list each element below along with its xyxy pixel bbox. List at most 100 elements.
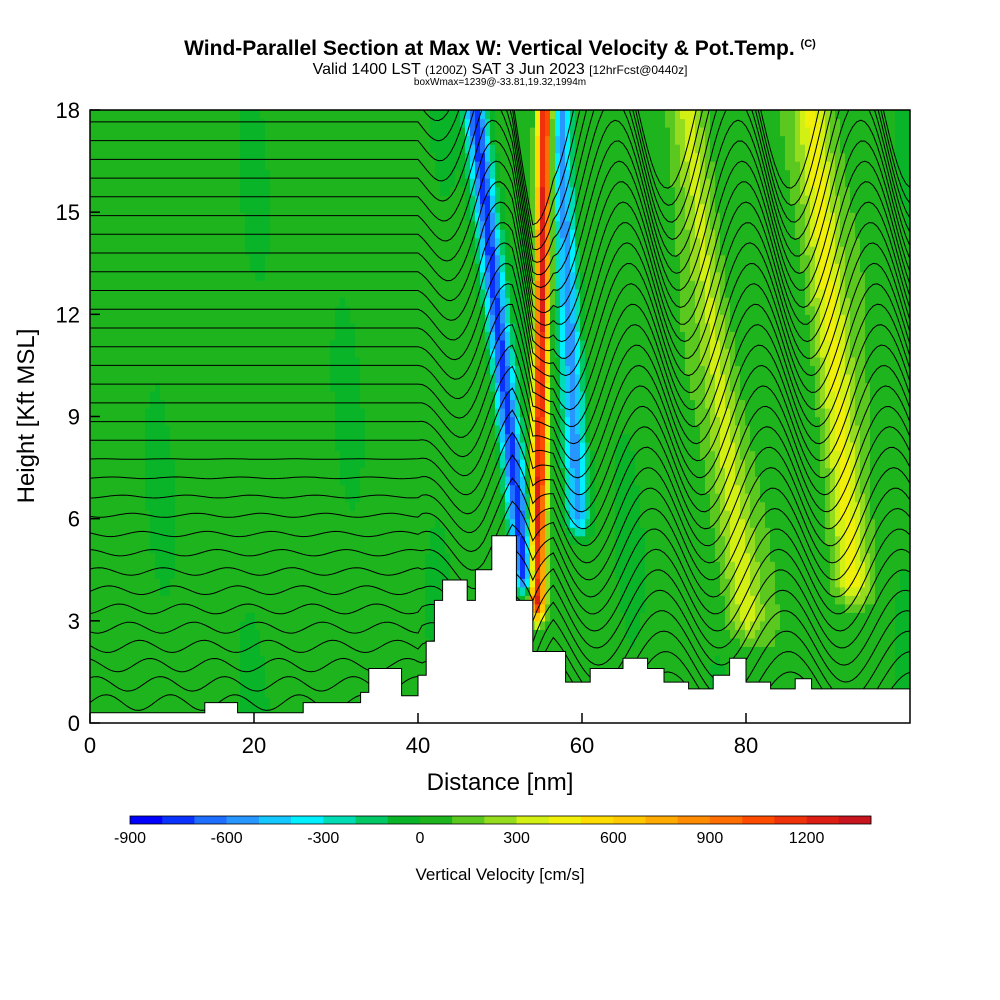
field-cell [265, 399, 271, 409]
field-cell [375, 144, 381, 154]
field-cell [350, 535, 356, 545]
field-cell [335, 169, 341, 179]
field-cell [260, 339, 266, 349]
field-cell [165, 476, 171, 486]
field-cell [190, 629, 196, 639]
field-cell [265, 212, 271, 222]
field-cell [385, 407, 391, 418]
field-cell [185, 339, 191, 349]
field-cell [280, 246, 286, 256]
field-cell [310, 688, 316, 699]
field-cell [270, 467, 276, 477]
field-cell [120, 288, 126, 298]
field-cell [195, 629, 201, 639]
field-cell [400, 603, 406, 613]
field-cell [305, 450, 311, 460]
field-cell [260, 637, 266, 647]
field-cell [120, 195, 126, 205]
field-cell [230, 220, 236, 230]
field-cell [145, 552, 151, 562]
field-cell [250, 144, 256, 154]
field-cell [285, 297, 291, 307]
field-cell [390, 535, 396, 545]
field-cell [345, 144, 351, 154]
field-cell [400, 578, 406, 588]
field-cell [260, 161, 266, 171]
field-cell [405, 501, 411, 511]
field-cell [380, 561, 386, 571]
field-cell [200, 671, 206, 682]
field-cell [200, 688, 206, 699]
field-cell [135, 178, 141, 188]
field-cell [295, 186, 301, 196]
field-cell [285, 484, 291, 494]
field-cell [200, 416, 206, 426]
field-cell [220, 263, 226, 273]
field-cell [270, 433, 276, 443]
field-cell [290, 620, 296, 630]
field-cell [370, 365, 376, 375]
field-cell [200, 501, 206, 511]
field-cell [290, 569, 296, 579]
field-cell [260, 416, 266, 426]
field-cell [250, 484, 256, 494]
field-cell [190, 493, 196, 503]
field-cell [115, 407, 121, 418]
field-cell [265, 246, 271, 256]
field-cell [115, 288, 121, 298]
field-cell [205, 433, 211, 443]
field-cell [255, 237, 261, 247]
field-cell [140, 697, 146, 707]
field-cell [355, 314, 361, 324]
field-cell [415, 433, 421, 443]
field-cell [245, 169, 251, 179]
field-cell [210, 348, 216, 358]
field-cell [110, 348, 116, 358]
field-cell [155, 595, 161, 605]
field-cell [145, 356, 151, 367]
field-cell [125, 561, 131, 571]
field-cell [430, 390, 436, 401]
field-cell [250, 118, 256, 128]
field-cell [155, 450, 161, 460]
field-cell [175, 339, 181, 349]
field-cell [400, 552, 406, 562]
chart-title: Wind-Parallel Section at Max W: Vertical… [0, 37, 1000, 61]
field-cell [395, 118, 401, 128]
field-cell [125, 544, 131, 554]
field-cell [135, 629, 141, 639]
field-cell [325, 578, 331, 588]
field-cell [395, 561, 401, 571]
field-cell [375, 612, 381, 622]
field-cell [205, 144, 211, 154]
field-cell [115, 629, 121, 639]
field-cell [305, 322, 311, 332]
field-cell [365, 646, 371, 656]
field-cell [340, 288, 346, 298]
field-cell [405, 552, 411, 562]
field-cell [225, 186, 231, 196]
field-cell [390, 654, 396, 664]
field-cell [155, 518, 161, 528]
field-cell [310, 186, 316, 196]
field-cell [185, 314, 191, 324]
field-cell [270, 246, 276, 256]
field-cell [410, 646, 416, 656]
field-cell [385, 161, 391, 171]
field-cell [380, 356, 386, 367]
field-cell [300, 314, 306, 324]
field-cell [180, 671, 186, 682]
field-cell [200, 637, 206, 647]
field-cell [220, 442, 226, 452]
field-cell [320, 680, 326, 690]
field-cell [170, 246, 176, 256]
field-cell [310, 535, 316, 545]
field-cell [215, 561, 221, 571]
field-cell [115, 552, 121, 562]
field-cell [265, 603, 271, 613]
field-cell [135, 433, 141, 443]
field-cell [175, 442, 181, 452]
field-cell [330, 178, 336, 188]
field-cell [405, 569, 411, 579]
field-cell [255, 442, 261, 452]
